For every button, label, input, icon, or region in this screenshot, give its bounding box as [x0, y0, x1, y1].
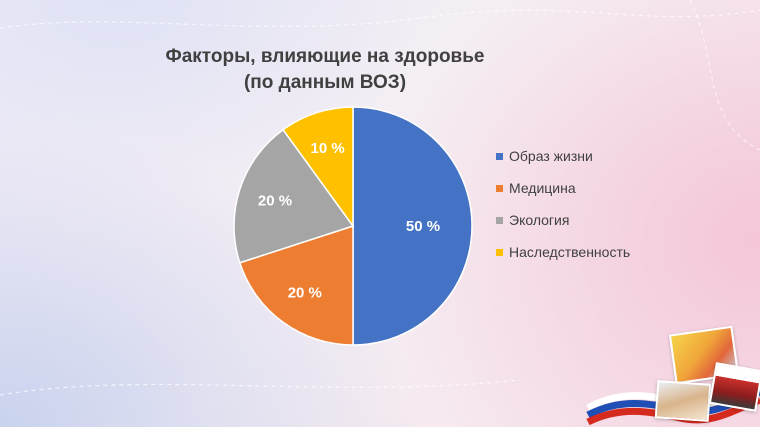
- legend-label-1: Образ жизни: [509, 148, 593, 164]
- legend-label-3: Экология: [509, 212, 570, 228]
- pie-slice-2: [238, 224, 354, 346]
- pie-data-label-4: 10 %: [311, 140, 345, 157]
- pie-slice-3: [233, 128, 355, 264]
- legend-item-3: Экология: [496, 204, 630, 236]
- legend-label-2: Медицина: [509, 180, 576, 196]
- legend-item-4: Наследственность: [496, 236, 630, 268]
- pie-data-label-3: 20 %: [258, 193, 292, 210]
- legend-item-2: Медицина: [496, 172, 630, 204]
- legend-swatch-3: [496, 216, 503, 224]
- legend-swatch-4: [496, 248, 503, 256]
- chart-legend: Образ жизни Медицина Экология Наследственно…: [496, 140, 630, 268]
- pie-data-label-1: 50 %: [406, 218, 440, 235]
- pie-slice-1: [352, 106, 473, 346]
- chart-title-line-2: (по данным ВОЗ): [243, 72, 407, 93]
- legend-swatch-1: [496, 152, 503, 160]
- chart-title-line-1: Факторы, влияющие на здоровье: [165, 46, 485, 67]
- child-drawing-photo-icon: [654, 380, 712, 422]
- pie-slice-4: [282, 106, 354, 229]
- legend-label-4: Наследственность: [509, 244, 631, 260]
- children-flags-photo-icon: [708, 362, 760, 412]
- legend-swatch-2: [496, 184, 503, 192]
- pie-data-label-2: 20 %: [288, 284, 322, 301]
- legend-item-1: Образ жизни: [496, 140, 630, 172]
- chart-title: Факторы, влияющие на здоровье (по данным…: [110, 44, 540, 96]
